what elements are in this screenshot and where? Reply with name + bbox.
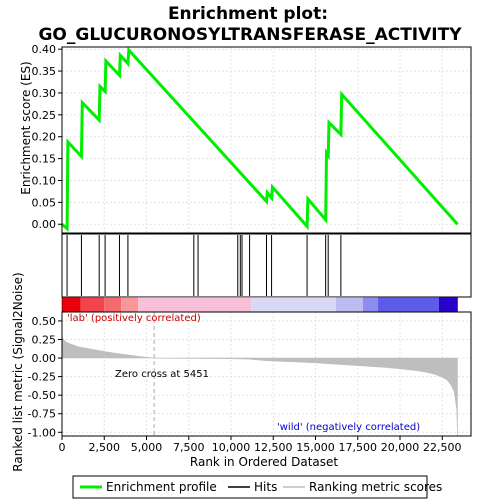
enrichment-profile-line [61, 46, 459, 232]
colorbar-segment-7 [362, 297, 379, 312]
metric-panel: 0.50 0.25 0.00 -0.25 -0.50 -0.75 -1.00 'lab' (p… [28, 311, 472, 439]
hits-panel [61, 233, 472, 298]
zero-cross-label: Zero cross at 5451 [115, 369, 209, 380]
chart-subtitle: GO_GLUCURONOSYLTRANSFERASE_ACTIVITY [38, 25, 462, 45]
x-tick-label-2: 5,000 [131, 441, 163, 454]
colorbar-segment-4 [138, 297, 252, 312]
metric-ytick-label-3: -0.25 [28, 371, 56, 384]
legend-hits-label: Hits [254, 480, 277, 494]
colorbar-segment-5 [251, 297, 336, 312]
x-axis: 0 2,500 5,000 7,500 10,000 12,500 15,000 17,500… [59, 436, 462, 454]
metric-ytick-label-0: 0.50 [32, 315, 57, 328]
colorbar-segment-8 [378, 297, 439, 312]
es-ytick-label-5: 0.25 [32, 109, 57, 122]
x-tick-label-0: 0 [59, 441, 66, 454]
x-tick-label-6: 15,000 [296, 441, 335, 454]
es-ytick-label-0: 0.00 [32, 218, 57, 231]
es-ytick-label-4: 0.20 [32, 131, 57, 144]
es-ytick-label-7: 0.35 [32, 65, 57, 78]
es-ytick-label-3: 0.15 [32, 153, 57, 166]
colorbar-segment-6 [335, 297, 363, 312]
es-panel-background [62, 47, 471, 233]
ranking-metric-area [61, 336, 458, 437]
metric-ytick-label-6: -1.00 [28, 426, 56, 439]
es-y-axis-label: Enrichment score (ES) [19, 61, 33, 194]
legend-metric-label: Ranking metric scores [309, 480, 442, 494]
colorbar-segment-3 [121, 297, 139, 312]
metric-ytick-label-4: -0.50 [28, 389, 56, 402]
es-ytick-label-1: 0.05 [32, 196, 57, 209]
es-ytick-label-8: 0.40 [32, 43, 57, 56]
x-tick-label-1: 2,500 [89, 441, 121, 454]
x-tick-label-8: 20,000 [381, 441, 420, 454]
metric-panel-frame [61, 311, 472, 437]
x-tick-label-5: 12,500 [254, 441, 293, 454]
x-axis-label: Rank in Ordered Dataset [190, 455, 338, 469]
es-panel: 0.00 0.05 0.10 0.15 0.20 0.25 0.30 0.35 0.40 [32, 43, 472, 234]
metric-y-axis-label: Ranked list metric (Signal2Noise) [11, 272, 25, 471]
colorbar-segment-9 [438, 297, 458, 312]
x-tick-label-4: 10,000 [212, 441, 251, 454]
legend-enrichment-label: Enrichment profile [106, 480, 217, 494]
colorbar-segment-2 [104, 297, 122, 312]
es-ytick-label-6: 0.30 [32, 87, 57, 100]
es-panel-frame [61, 46, 472, 234]
positive-correlation-label: 'lab' (positively correlated) [67, 313, 201, 324]
es-ytick-label-2: 0.10 [32, 174, 57, 187]
chart-legend: Enrichment profile Hits Ranking metric sco… [72, 475, 442, 499]
colorbar-segment-0 [62, 297, 81, 312]
x-tick-label-9: 22,500 [423, 441, 462, 454]
chart-title: Enrichment plot: [168, 4, 328, 24]
x-tick-label-7: 17,500 [339, 441, 378, 454]
ranking-colorbar [61, 296, 458, 313]
metric-ytick-label-5: -0.75 [28, 408, 56, 421]
colorbar-segment-1 [80, 297, 105, 312]
metric-ytick-label-1: 0.25 [32, 333, 57, 346]
negative-correlation-label: 'wild' (negatively correlated) [277, 422, 420, 433]
metric-panel-background [62, 312, 471, 436]
metric-ytick-label-2: 0.00 [32, 352, 57, 365]
x-tick-label-3: 7,500 [173, 441, 205, 454]
